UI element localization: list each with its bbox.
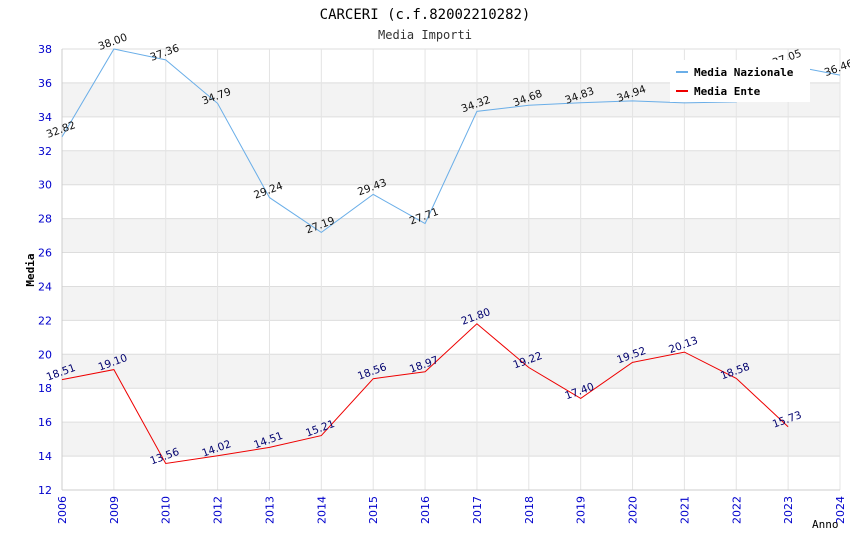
legend-box <box>670 60 810 102</box>
y-tick-label: 32 <box>38 145 52 158</box>
plot-band <box>62 320 840 355</box>
y-tick-label: 12 <box>38 484 52 497</box>
x-tick-label: 2015 <box>367 496 380 524</box>
legend-entry: Media Ente <box>694 85 761 98</box>
y-tick-label: 34 <box>38 111 52 124</box>
x-tick-label: 2021 <box>678 496 691 524</box>
plot-band <box>62 354 840 389</box>
y-tick-label: 18 <box>38 382 52 395</box>
x-tick-label: 2014 <box>315 496 328 524</box>
y-tick-label: 30 <box>38 179 52 192</box>
y-axis-ticks: 12 14 16 18 20 22 24 26 28 30 32 34 36 38 <box>38 43 52 497</box>
x-tick-label: 2006 <box>56 496 69 524</box>
x-axis-ticks: 2006 2009 2010 2012 2013 2014 2015 2016 2017 2018… <box>56 496 847 524</box>
x-tick-label: 2016 <box>419 496 432 524</box>
x-tick-label: 2024 <box>834 496 847 524</box>
plot-band <box>62 422 840 457</box>
plot-band <box>62 184 840 219</box>
series-lines <box>61 48 841 465</box>
x-axis-label: Anno <box>812 518 839 531</box>
y-axis-label: Media <box>24 253 37 286</box>
series-line-media-ente <box>61 323 789 465</box>
plot-band <box>62 116 840 151</box>
x-tick-label: 2010 <box>160 496 173 524</box>
series-line-media-nazionale <box>61 48 841 234</box>
y-tick-label: 24 <box>38 280 52 293</box>
plot-band <box>62 286 840 321</box>
chart-title: CARCERI (c.f.82002210282) <box>320 7 531 23</box>
x-tick-label: 2023 <box>782 496 795 524</box>
y-tick-label: 28 <box>38 213 52 226</box>
legend-entry: Media Nazionale <box>694 66 794 79</box>
y-tick-label: 14 <box>38 450 52 463</box>
y-tick-label: 22 <box>38 314 52 327</box>
plot-band <box>62 252 840 287</box>
x-tick-label: 2013 <box>263 496 276 524</box>
plot-band <box>62 218 840 253</box>
x-tick-label: 2009 <box>108 496 121 524</box>
x-tick-label: 2017 <box>471 496 484 524</box>
plot-background <box>62 49 840 490</box>
y-tick-label: 20 <box>38 348 52 361</box>
y-tick-label: 26 <box>38 247 52 260</box>
x-tick-label: 2022 <box>730 496 743 524</box>
x-tick-label: 2019 <box>575 496 588 524</box>
y-tick-label: 36 <box>38 77 52 90</box>
y-tick-label: 16 <box>38 416 52 429</box>
plot-band <box>62 456 840 490</box>
x-tick-label: 2020 <box>627 496 640 524</box>
plot-band <box>62 388 840 423</box>
x-tick-label: 2018 <box>523 496 536 524</box>
chart-subtitle: Media Importi <box>378 28 472 42</box>
legend: Media Nazionale Media Ente <box>670 60 810 102</box>
x-tick-label: 2012 <box>212 496 225 524</box>
y-tick-label: 38 <box>38 43 52 56</box>
grid-lines <box>61 48 841 491</box>
